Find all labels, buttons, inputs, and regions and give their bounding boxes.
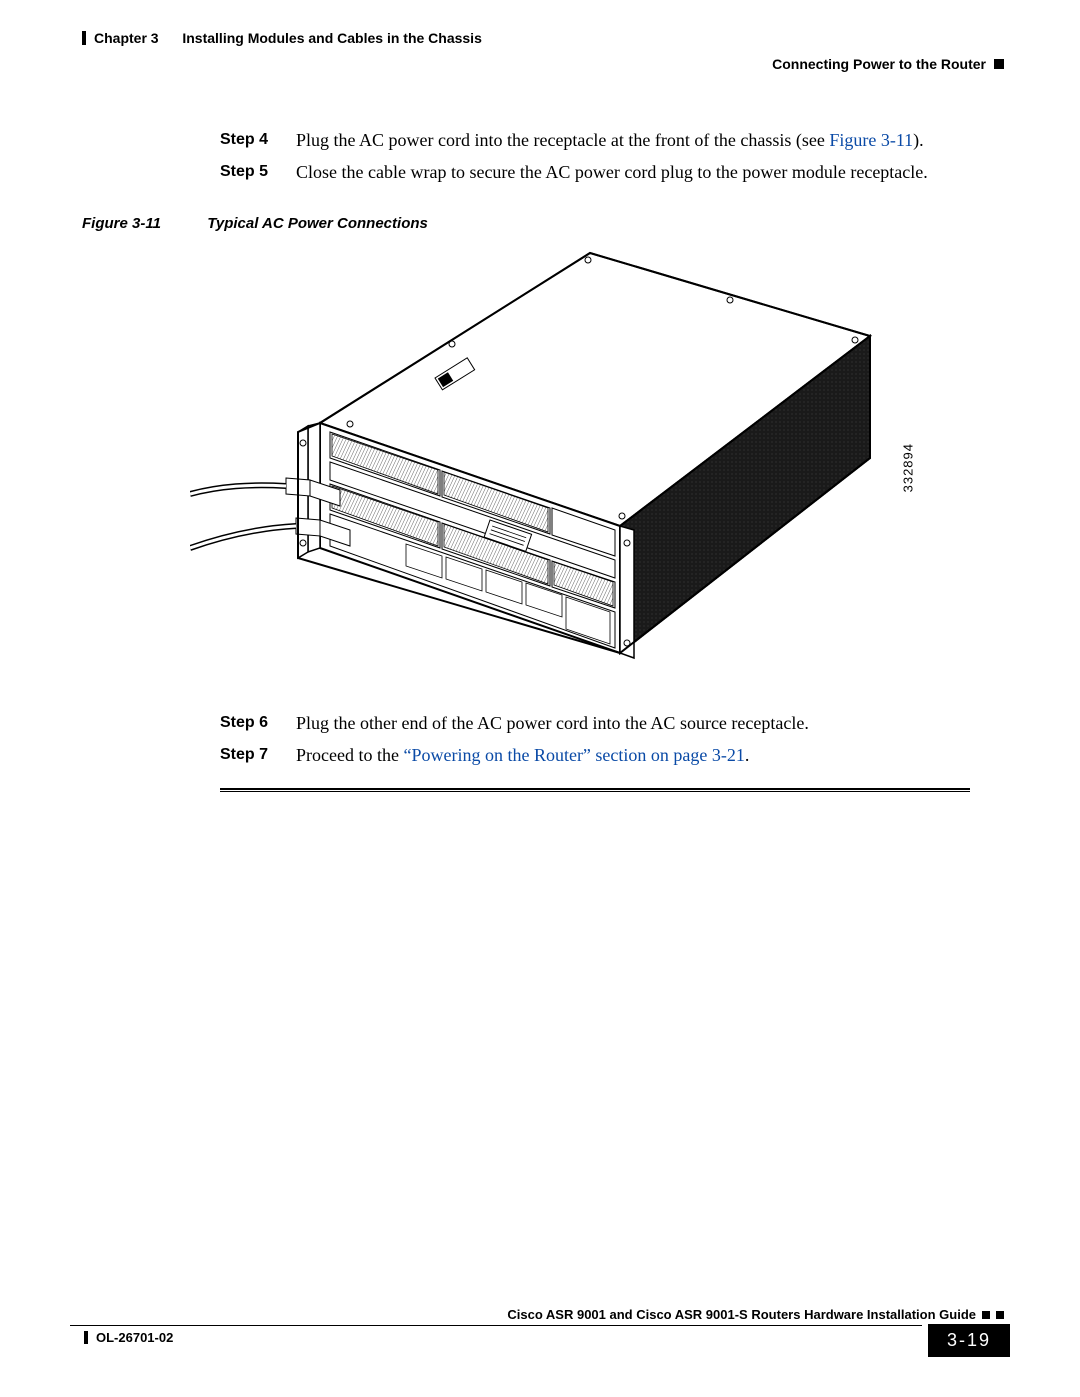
step-row: Step 5 Close the cable wrap to secure the… xyxy=(220,159,970,187)
step-text-part: Proceed to the xyxy=(296,745,403,765)
figure-title: Typical AC Power Connections xyxy=(207,215,428,232)
step-label: Step 7 xyxy=(220,742,278,770)
header-bar-icon xyxy=(82,31,86,45)
router-svg xyxy=(190,248,890,688)
figure-area: 332894 xyxy=(70,248,1010,688)
figure-caption: Figure 3-11 Typical AC Power Connections xyxy=(82,215,1010,232)
step-label: Step 6 xyxy=(220,710,278,738)
page-number-box: 3-19 xyxy=(928,1324,1010,1357)
page-footer: Cisco ASR 9001 and Cisco ASR 9001-S Rout… xyxy=(70,1307,1010,1357)
figure-number: Figure 3-11 xyxy=(82,215,161,232)
step-text: Proceed to the “Powering on the Router” … xyxy=(296,742,749,770)
step-label: Step 4 xyxy=(220,127,278,155)
footer-doc-number: OL-26701-02 xyxy=(96,1330,173,1345)
steps-upper: Step 4 Plug the AC power cord into the re… xyxy=(220,127,970,187)
chapter-title: Installing Modules and Cables in the Cha… xyxy=(182,30,482,46)
cross-reference-link[interactable]: Figure 3-11 xyxy=(829,130,913,150)
step-text: Close the cable wrap to secure the AC po… xyxy=(296,159,928,187)
step-text-part: Plug the AC power cord into the receptac… xyxy=(296,130,829,150)
header-square-icon xyxy=(994,59,1004,69)
figure-image-id: 332894 xyxy=(900,443,915,492)
footer-square-icon xyxy=(982,1311,990,1319)
section-title: Connecting Power to the Router xyxy=(772,56,986,72)
step-text: Plug the other end of the AC power cord … xyxy=(296,710,809,738)
step-row: Step 7 Proceed to the “Powering on the Ro… xyxy=(220,742,970,770)
step-label: Step 5 xyxy=(220,159,278,187)
step-row: Step 6 Plug the other end of the AC power… xyxy=(220,710,970,738)
cross-reference-link[interactable]: “Powering on the Router” section on page… xyxy=(403,745,744,765)
footer-bar-icon xyxy=(84,1331,88,1344)
header-section-row: Connecting Power to the Router xyxy=(70,56,1004,72)
step-text-part: . xyxy=(745,745,750,765)
section-end-rule xyxy=(220,788,970,790)
step-text-part: Plug the other end of the AC power cord … xyxy=(296,713,809,733)
step-text-part: ). xyxy=(913,130,924,150)
header-chapter-row: Chapter 3 Installing Modules and Cables … xyxy=(82,30,1010,46)
router-illustration: 332894 xyxy=(190,248,890,688)
step-text-part: Close the cable wrap to secure the AC po… xyxy=(296,162,928,182)
footer-doc-title: Cisco ASR 9001 and Cisco ASR 9001-S Rout… xyxy=(507,1307,976,1322)
step-row: Step 4 Plug the AC power cord into the re… xyxy=(220,127,970,155)
step-text: Plug the AC power cord into the receptac… xyxy=(296,127,924,155)
chapter-label: Chapter 3 xyxy=(94,30,159,46)
footer-square-icon xyxy=(996,1311,1004,1319)
steps-lower: Step 6 Plug the other end of the AC power… xyxy=(220,710,970,770)
page-number: 3-19 xyxy=(947,1330,991,1350)
